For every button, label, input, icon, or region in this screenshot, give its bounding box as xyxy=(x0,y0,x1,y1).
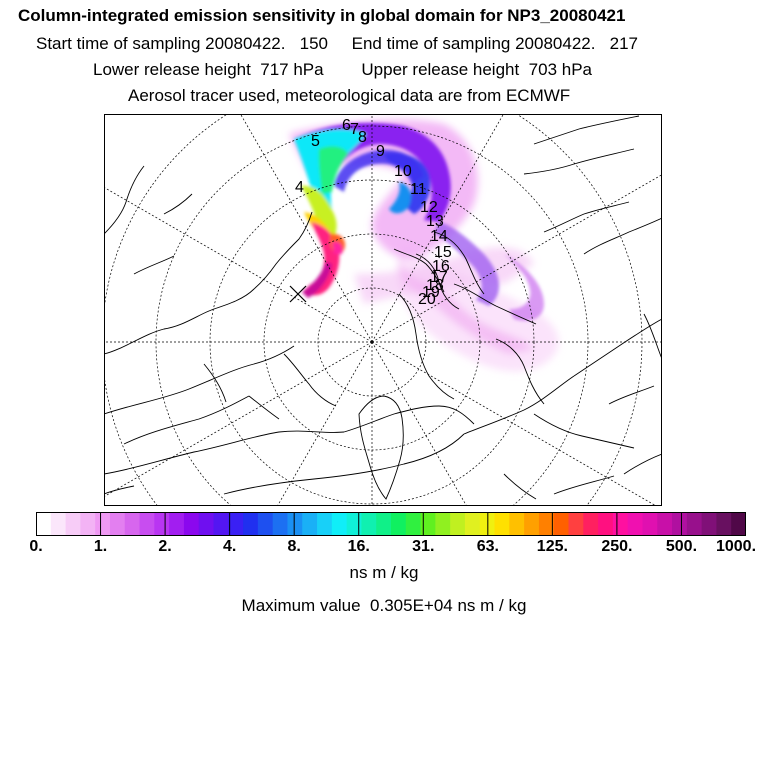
coastlines xyxy=(104,115,662,500)
colorbar-swatch xyxy=(598,512,614,536)
colorbar-frame xyxy=(36,512,746,536)
colorbar-swatch xyxy=(731,512,746,536)
plot-title: Column-integrated emission sensitivity i… xyxy=(18,6,626,25)
track-label-9: 9 xyxy=(376,143,385,160)
colorbar-swatch xyxy=(391,512,407,536)
track-label-5: 5 xyxy=(311,133,320,150)
colorbar-swatch xyxy=(139,512,155,536)
colorbar-swatch xyxy=(198,512,214,536)
track-label-12: 12 xyxy=(420,199,438,216)
map-background xyxy=(104,114,662,506)
colorbar-swatch xyxy=(524,512,540,536)
colorbar-swatch xyxy=(642,512,658,536)
colorbar-units: ns m / kg xyxy=(349,563,419,582)
plume-core xyxy=(294,122,544,321)
colorbar-tick-label: 1. xyxy=(93,538,108,555)
colorbar-tick-label: 0. xyxy=(29,538,43,555)
track-label-18: 18 xyxy=(426,277,444,294)
track-label-6: 6 xyxy=(342,117,351,134)
track-label-4: 4 xyxy=(295,179,304,196)
map-frame xyxy=(104,114,662,506)
colorbar-tick-label: 8. xyxy=(287,538,301,555)
colorbar-swatch xyxy=(509,512,525,536)
colorbar-swatch xyxy=(657,512,673,536)
colorbar-swatch xyxy=(36,512,52,536)
track-label-15: 15 xyxy=(434,244,452,261)
colorbar-tick-label: 16. xyxy=(347,538,370,555)
colorbar-swatch xyxy=(317,512,333,536)
colorbar-swatch xyxy=(420,512,436,536)
colorbar-swatch xyxy=(450,512,466,536)
colorbar-swatch xyxy=(272,512,288,536)
colorbar-swatch xyxy=(213,512,229,536)
colorbar-swatch xyxy=(287,512,303,536)
colorbar-swatch xyxy=(331,512,348,536)
colorbar-swatch xyxy=(405,512,422,536)
track-label-13: 13 xyxy=(426,213,444,230)
track-label-16: 16 xyxy=(432,258,450,275)
colorbar-swatch xyxy=(612,512,629,536)
colorbar-swatch xyxy=(302,512,318,536)
track-label-8: 8 xyxy=(358,129,367,146)
track-label-10: 10 xyxy=(394,163,412,180)
maximum-value-text: Maximum value 0.305E+04 ns m / kg xyxy=(241,596,527,615)
tracer-info-line: Aerosol tracer used, meteorological data… xyxy=(128,86,571,105)
trajectory-day-labels: 4 5 6 7 8 9 10 11 12 13 14 15 16 17 18 1… xyxy=(295,117,452,308)
colorbar-swatch xyxy=(627,512,643,536)
colorbar-tick-label: 125. xyxy=(536,538,568,555)
colorbar-tick-label: 250. xyxy=(601,538,633,555)
track-label-14: 14 xyxy=(430,228,448,245)
colorbar-tick-label: 1000. xyxy=(715,538,757,555)
colorbar-swatch xyxy=(50,512,67,536)
sampling-time-line: Start time of sampling 20080422. 150 End… xyxy=(36,34,638,53)
colorbar-tick-label: 31. xyxy=(412,538,435,555)
colorbar-swatch xyxy=(124,512,141,536)
track-label-20: 20 xyxy=(418,291,436,308)
track-label-19: 19 xyxy=(422,284,440,301)
colorbar-swatch xyxy=(672,512,688,536)
colorbar-tick-label: 63. xyxy=(476,538,499,555)
release-location-marker xyxy=(289,285,307,303)
polar-stereographic-map: 4 5 6 7 8 9 10 11 12 13 14 15 16 17 18 1… xyxy=(104,114,662,506)
colorbar-swatch xyxy=(583,512,599,536)
colorbar-tick-label: 500. xyxy=(665,538,698,555)
colorbar-swatch xyxy=(228,512,244,536)
greenland-coastline xyxy=(358,395,404,500)
colorbar-swatch xyxy=(169,512,185,536)
colorbar-swatch xyxy=(376,512,392,536)
colorbar-swatch xyxy=(686,512,703,536)
colorbar-swatch xyxy=(435,512,451,536)
colorbar-tick-label: 4. xyxy=(222,538,237,555)
colorbar-swatch xyxy=(243,512,259,536)
colorbar-swatch xyxy=(80,512,96,536)
colorbar-swatch xyxy=(257,512,274,536)
colorbar-swatch xyxy=(701,512,717,536)
colorbar-swatch xyxy=(65,512,81,536)
colorbar-swatch xyxy=(568,512,584,536)
colorbar-swatch xyxy=(538,512,555,536)
colorbar-tick-label: 2. xyxy=(158,538,172,555)
track-label-11: 11 xyxy=(410,181,427,198)
colorbar-swatch xyxy=(346,512,362,536)
colorbar xyxy=(36,512,746,536)
colorbar-swatch xyxy=(716,512,732,536)
colorbar-swatch xyxy=(464,512,481,536)
colorbar-swatch xyxy=(183,512,200,536)
colorbar-swatch xyxy=(361,512,377,536)
meridians xyxy=(104,114,662,506)
colorbar-swatch xyxy=(95,512,111,536)
track-label-7: 7 xyxy=(350,121,359,138)
track-label-17: 17 xyxy=(430,269,448,286)
colorbar-swatch xyxy=(494,512,510,536)
release-height-line: Lower release height 717 hPa Upper relea… xyxy=(93,60,592,79)
colorbar-swatch xyxy=(109,512,126,536)
colorbar-swatch xyxy=(553,512,569,536)
colorbar-swatch xyxy=(154,512,170,536)
